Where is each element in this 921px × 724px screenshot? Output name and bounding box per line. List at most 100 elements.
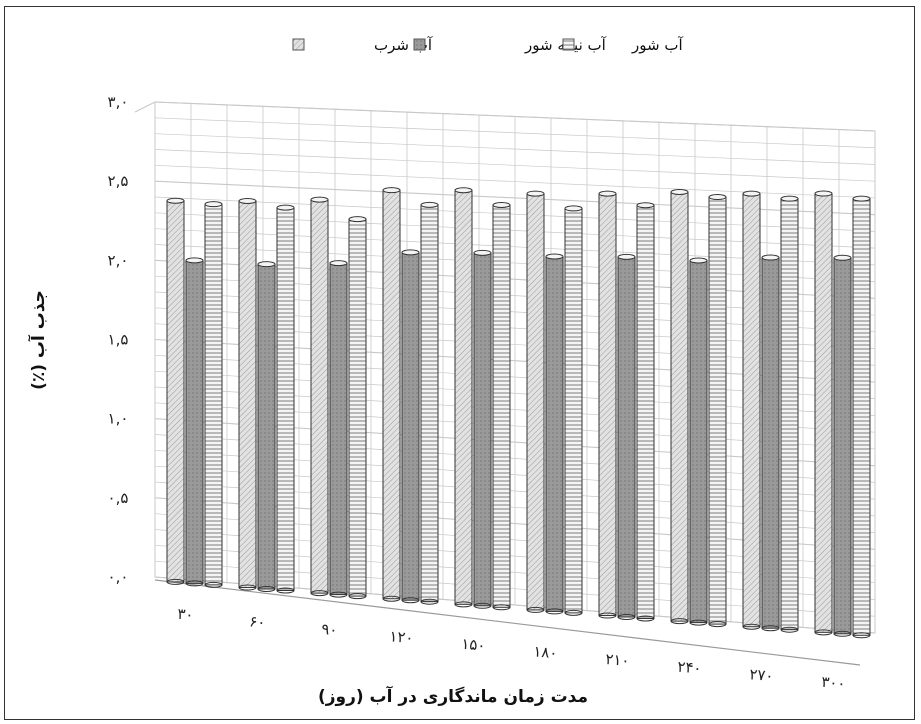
bar-bottom: [814, 629, 833, 636]
bar-bottom: [708, 621, 727, 628]
bar-bottom: [689, 619, 708, 626]
bar-body: [742, 193, 761, 628]
y-tick-label: ۳,۰: [108, 93, 129, 111]
bar-bottom: [329, 591, 348, 598]
bar: [204, 201, 223, 588]
bar-top: [276, 204, 295, 211]
legend-label-series-3: آب شور: [631, 36, 683, 54]
bar-top: [382, 187, 401, 194]
bar-bottom: [348, 593, 367, 600]
bar-body: [454, 189, 473, 605]
bar-body: [492, 204, 511, 608]
x-tick-label: ۲۷۰: [749, 665, 775, 685]
bar-body: [617, 256, 636, 618]
left-wall-edge: [134, 101, 156, 113]
legend-swatch-series-3: [562, 38, 575, 51]
x-tick-label: ۱۸۰: [533, 642, 559, 662]
bar-bottom: [742, 623, 761, 630]
x-tick-label: ۲۱۰: [605, 650, 631, 670]
x-tick-label: ۶۰: [249, 612, 267, 631]
bar: [329, 260, 348, 598]
bar: [780, 195, 799, 633]
bar-body: [689, 260, 708, 624]
bar-top: [761, 254, 780, 261]
bar-bottom: [598, 612, 617, 619]
bar: [473, 249, 492, 609]
bar-body: [670, 191, 689, 622]
bar: [420, 201, 439, 605]
legend-swatch-series-1: [292, 38, 305, 51]
x-tick-label: ۹۰: [321, 620, 339, 639]
bar-top: [401, 249, 420, 256]
bar-bottom: [852, 632, 871, 639]
bar-bottom: [761, 625, 780, 632]
bar-body: [166, 200, 185, 583]
bar-body: [204, 203, 223, 586]
bars: [166, 187, 871, 639]
bar-body: [257, 263, 276, 590]
bar-top: [617, 253, 636, 260]
bar-top: [310, 196, 329, 203]
bar-body: [833, 257, 852, 635]
bar: [761, 254, 780, 632]
bar-bottom: [833, 630, 852, 637]
bar-top: [185, 257, 204, 264]
bar-body: [329, 262, 348, 596]
y-axis-ticks: ۰,۰ ۰,۵ ۱,۰ ۱,۵ ۲,۰ ۲,۵ ۳,۰: [108, 93, 129, 586]
bar-bottom: [382, 595, 401, 602]
y-tick-label: ۲,۰: [108, 251, 129, 269]
bar-bottom: [276, 587, 295, 594]
y-tick-label: ۱,۵: [108, 331, 129, 349]
bar-bottom: [780, 626, 799, 633]
bar-bottom: [545, 608, 564, 615]
bar-top: [852, 195, 871, 202]
bar-top: [564, 205, 583, 212]
bar-bottom: [564, 609, 583, 616]
bar-bottom: [401, 597, 420, 604]
y-tick-label: ۲,۵: [108, 172, 129, 190]
bar-bottom: [526, 606, 545, 613]
bar-body: [401, 251, 420, 601]
bar-bottom: [238, 584, 257, 591]
bar-body: [545, 255, 564, 612]
bar-top: [689, 257, 708, 264]
bar-body: [761, 257, 780, 629]
bar-body: [708, 196, 727, 625]
legend-swatch-series-2: [413, 38, 426, 51]
bar: [348, 216, 367, 600]
bar-top: [420, 201, 439, 208]
bar-bottom: [473, 602, 492, 609]
bar-top: [742, 190, 761, 197]
bar-body: [780, 198, 799, 631]
x-axis-title: مدت زمان ماندگاری در آب (روز): [318, 685, 588, 707]
bar-top: [526, 190, 545, 197]
bar: [742, 190, 761, 630]
bar: [166, 197, 185, 585]
bar: [257, 261, 276, 593]
bar-body: [276, 207, 295, 591]
x-tick-label: ۱۲۰: [389, 627, 415, 647]
bar-top: [708, 194, 727, 201]
bar-top: [166, 197, 185, 204]
bar-body: [348, 218, 367, 597]
bar-bottom: [185, 580, 204, 587]
x-tick-label: ۳۰۰: [821, 673, 847, 693]
bar-body: [564, 207, 583, 614]
bar-top: [814, 190, 833, 197]
bar: [526, 190, 545, 613]
bar-top: [833, 254, 852, 261]
bar: [185, 257, 204, 587]
y-tick-label: ۰,۰: [108, 568, 129, 586]
x-tick-label: ۱۵۰: [461, 635, 487, 655]
bar-body: [814, 193, 833, 633]
bar-body: [185, 259, 204, 584]
bar-body: [310, 199, 329, 594]
bar-bottom: [420, 598, 439, 605]
bar-top: [636, 202, 655, 209]
bar: [492, 202, 511, 611]
y-axis-title: جذب آب (٪): [27, 290, 49, 390]
bar-top: [454, 187, 473, 194]
bar: [689, 257, 708, 626]
bar: [401, 249, 420, 604]
bar-top: [204, 201, 223, 208]
